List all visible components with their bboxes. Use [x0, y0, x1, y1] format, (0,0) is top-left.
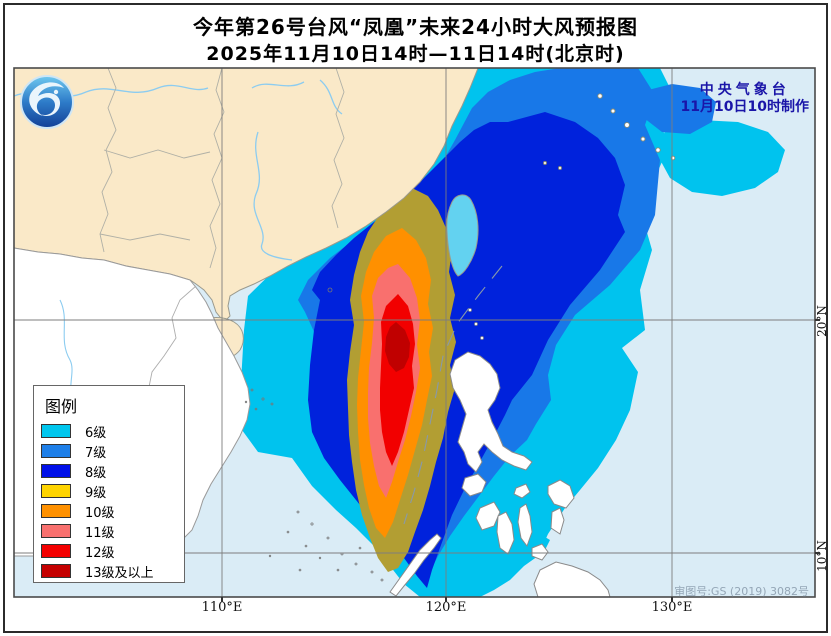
y-axis-label-20n: 20°N: [815, 305, 829, 337]
y-axis-label-10n: 10°N: [815, 540, 829, 572]
legend-item: 10级: [34, 501, 184, 521]
x-axis-label-110e: 110°E: [201, 600, 243, 615]
map-approval-number: 审图号:GS (2019) 3082号: [674, 585, 809, 598]
map-border: [13, 67, 816, 598]
legend-item-label: 13级及以上: [85, 565, 154, 581]
x-tick-130e: [671, 597, 673, 602]
maker-issue-time: 11月10日10时制作: [680, 99, 809, 115]
legend-swatch: [41, 524, 71, 538]
legend-item: 7级: [34, 441, 184, 461]
legend-item: 8级: [34, 461, 184, 481]
x-axis-label-120e: 120°E: [425, 600, 467, 615]
legend-item: 9级: [34, 481, 184, 501]
map-subtitle: 2025年11月10日14时—11日14时(北京时): [206, 43, 625, 65]
legend-swatch: [41, 444, 71, 458]
legend-item-label: 6级: [85, 425, 107, 441]
legend-item: 12级: [34, 541, 184, 561]
map-title: 今年第26号台风“凤凰”未来24小时大风预报图: [193, 15, 638, 39]
legend-item-label: 10级: [85, 505, 115, 521]
legend-item-label: 12级: [85, 545, 115, 561]
philippines-islands: [389, 351, 611, 598]
taiwan-island: [446, 194, 479, 277]
legend-swatch: [41, 464, 71, 478]
south-china-sea-islets: [244, 287, 384, 582]
wind-level-13-region: [385, 322, 410, 372]
legend-item: 13级及以上: [34, 561, 184, 581]
x-tick-110e: [221, 597, 223, 602]
legend-item-label: 8级: [85, 465, 107, 481]
maker-credit: 中央气象台 11月10日10时制作: [681, 82, 809, 116]
legend-item-label: 11级: [85, 525, 115, 541]
legend-box: 图例 6级 7级 8级 9级 10级 11级 12级 13级及以上: [33, 385, 185, 583]
legend-item-label: 9级: [85, 485, 107, 501]
legend-items: 6级 7级 8级 9级 10级 11级 12级 13级及以上: [34, 421, 184, 581]
maker-agency: 中央气象台: [699, 82, 790, 98]
legend-swatch: [41, 544, 71, 558]
cma-logo-icon: [20, 75, 74, 129]
legend-item: 6级: [34, 421, 184, 441]
legend-item-label: 7级: [85, 445, 107, 461]
typhoon-track-line: [403, 265, 503, 525]
batanes-islets: [468, 308, 484, 340]
y-tick-20n: [815, 319, 820, 321]
province-borders: [99, 67, 345, 269]
legend-swatch: [41, 424, 71, 438]
y-tick-10n: [815, 552, 820, 554]
legend-title: 图例: [45, 397, 78, 416]
legend-swatch: [41, 484, 71, 498]
x-tick-120e: [445, 597, 447, 602]
legend-item: 11级: [34, 521, 184, 541]
legend-swatch: [41, 504, 71, 518]
graticule: [14, 68, 815, 597]
legend-swatch: [41, 564, 71, 578]
x-axis-label-130e: 130°E: [651, 600, 693, 615]
